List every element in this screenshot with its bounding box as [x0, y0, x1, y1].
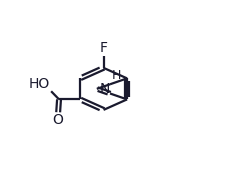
- Text: N: N: [99, 82, 110, 96]
- Text: HO: HO: [29, 77, 50, 91]
- Text: F: F: [99, 41, 107, 55]
- Text: O: O: [52, 113, 63, 127]
- Text: H: H: [111, 69, 121, 82]
